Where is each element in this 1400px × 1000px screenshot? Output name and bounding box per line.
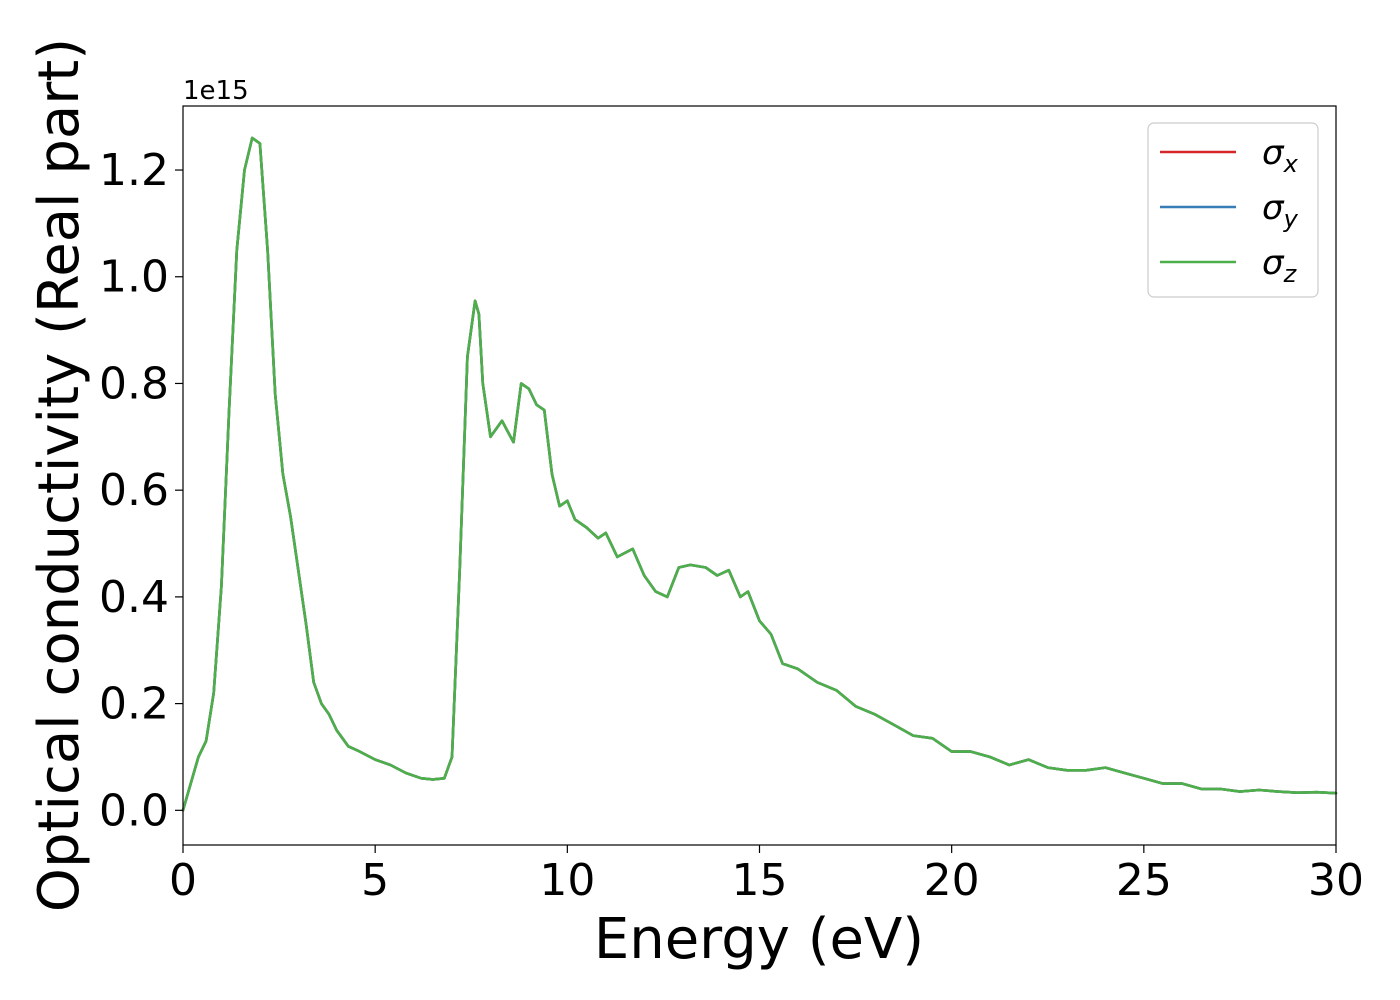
series-line-z bbox=[181, 136, 1338, 812]
legend-label-z: σz bbox=[1262, 243, 1298, 288]
legend: σx σy σz bbox=[1147, 122, 1319, 298]
legend-label-y: σy bbox=[1262, 188, 1299, 233]
legend-label-x: σx bbox=[1262, 133, 1299, 178]
x-tick-label: 10 bbox=[539, 855, 595, 906]
x-tick-label: 0 bbox=[169, 855, 197, 906]
y-tick-label: 0.8 bbox=[99, 358, 169, 409]
y-axis-ticks: 0.0 0.2 0.4 0.6 0.8 1.0 1.2 bbox=[99, 145, 183, 836]
y-offset-label: 1e15 bbox=[183, 76, 249, 106]
y-tick-label: 0.0 bbox=[99, 785, 169, 836]
legend-box bbox=[1147, 122, 1319, 298]
x-tick-label: 25 bbox=[1116, 855, 1172, 906]
y-tick-label: 1.0 bbox=[99, 252, 169, 303]
y-tick-label: 0.6 bbox=[99, 465, 169, 516]
x-axis-ticks: 0 5 10 15 20 25 30 bbox=[169, 845, 1364, 906]
y-axis-label: Optical conductivity (Real part) bbox=[27, 38, 92, 912]
x-tick-label: 15 bbox=[732, 855, 788, 906]
x-tick-label: 20 bbox=[924, 855, 980, 906]
y-tick-label: 0.4 bbox=[99, 572, 169, 623]
y-tick-label: 1.2 bbox=[99, 145, 169, 196]
x-tick-label: 5 bbox=[361, 855, 389, 906]
x-axis-label: Energy (eV) bbox=[594, 907, 924, 972]
series-layer bbox=[181, 136, 1338, 812]
x-tick-label: 30 bbox=[1308, 855, 1364, 906]
y-tick-label: 0.2 bbox=[99, 679, 169, 730]
